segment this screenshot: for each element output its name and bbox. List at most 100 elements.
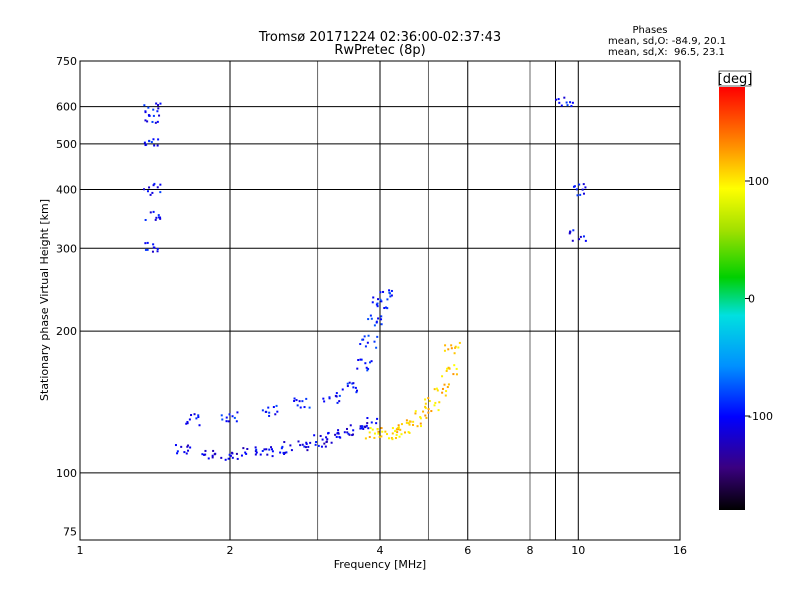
data-point xyxy=(267,406,270,409)
data-point xyxy=(419,417,422,420)
data-point xyxy=(155,102,158,105)
data-point xyxy=(180,445,183,448)
data-point xyxy=(334,433,337,436)
data-point xyxy=(359,425,362,428)
y-tick-label: 300 xyxy=(56,242,77,255)
data-point xyxy=(157,216,160,219)
data-point xyxy=(282,451,285,454)
data-points xyxy=(143,96,587,461)
data-point xyxy=(367,318,370,321)
data-point xyxy=(212,449,215,452)
data-point xyxy=(579,193,582,196)
data-point xyxy=(156,110,159,113)
y-tick-label: 100 xyxy=(56,467,77,480)
data-point xyxy=(335,395,338,398)
data-point xyxy=(422,410,425,413)
data-point xyxy=(364,437,367,440)
data-point xyxy=(352,433,355,436)
data-point xyxy=(366,369,369,372)
data-point xyxy=(156,250,159,253)
info-line-1: mean, sd,O: -84.9, 20.1 xyxy=(608,36,726,47)
data-point xyxy=(400,433,403,436)
data-point xyxy=(203,453,206,456)
x-tick-label: 2 xyxy=(227,544,234,557)
data-point xyxy=(443,383,446,386)
data-point xyxy=(328,396,331,399)
data-point xyxy=(236,411,239,414)
data-point xyxy=(400,423,403,426)
data-point xyxy=(187,449,190,452)
data-point xyxy=(373,432,376,435)
data-point xyxy=(354,386,357,389)
data-point xyxy=(569,101,572,104)
data-point xyxy=(380,315,383,318)
data-point xyxy=(571,101,574,104)
data-point xyxy=(246,447,249,450)
data-point xyxy=(446,367,449,370)
data-point xyxy=(233,416,236,419)
data-point xyxy=(186,422,189,425)
data-point xyxy=(151,120,154,123)
data-point xyxy=(361,426,364,429)
y-tick-label: 75 xyxy=(63,526,77,539)
data-point xyxy=(228,413,231,416)
data-point xyxy=(231,415,234,418)
data-point xyxy=(558,101,561,104)
data-point xyxy=(453,364,456,367)
data-point xyxy=(397,426,400,429)
data-point xyxy=(305,441,308,444)
data-point xyxy=(412,420,415,423)
y-tick-label: 500 xyxy=(56,138,77,151)
data-point xyxy=(320,445,323,448)
data-point xyxy=(371,428,374,431)
data-point xyxy=(156,144,159,147)
colorbar-tick-label: 100 xyxy=(748,175,769,188)
data-point xyxy=(444,394,447,397)
data-point xyxy=(193,413,196,416)
data-point xyxy=(433,404,436,407)
data-point xyxy=(447,366,450,369)
data-point xyxy=(397,428,400,431)
data-point xyxy=(240,454,243,457)
data-point xyxy=(380,318,383,321)
data-point xyxy=(143,104,146,107)
data-point xyxy=(363,335,366,338)
data-point xyxy=(395,433,398,436)
data-point xyxy=(378,435,381,438)
data-point xyxy=(391,427,394,430)
data-point xyxy=(183,451,186,454)
data-point xyxy=(441,391,444,394)
data-point xyxy=(197,414,200,417)
data-point xyxy=(157,107,160,110)
data-point xyxy=(563,96,566,99)
data-point xyxy=(242,447,245,450)
data-point xyxy=(375,303,378,306)
data-point xyxy=(144,242,147,245)
data-point xyxy=(363,425,366,428)
data-point xyxy=(319,434,322,437)
data-point xyxy=(389,295,392,298)
data-point xyxy=(289,444,292,447)
data-point xyxy=(261,409,264,412)
data-point xyxy=(388,291,391,294)
data-point xyxy=(569,230,572,233)
x-tick-label: 8 xyxy=(527,544,534,557)
data-point xyxy=(146,190,149,193)
x-tick-label: 10 xyxy=(571,544,585,557)
data-point xyxy=(220,456,223,459)
data-point xyxy=(394,437,397,440)
data-point xyxy=(298,400,301,403)
data-point xyxy=(408,431,411,434)
data-point xyxy=(364,362,367,365)
data-point xyxy=(447,383,450,386)
data-point xyxy=(144,144,147,147)
data-point xyxy=(221,418,224,421)
data-point xyxy=(455,373,458,376)
data-point xyxy=(227,457,230,460)
data-point xyxy=(582,183,585,186)
data-point xyxy=(231,452,234,455)
data-point xyxy=(405,421,408,424)
data-point xyxy=(152,184,155,187)
data-point xyxy=(146,120,149,123)
data-point xyxy=(367,427,370,430)
